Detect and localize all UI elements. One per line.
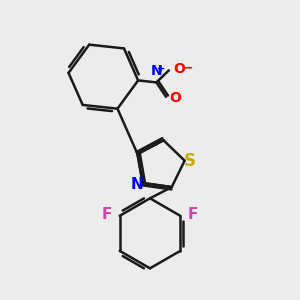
Text: F: F — [102, 207, 112, 222]
Text: F: F — [188, 207, 198, 222]
Text: N: N — [130, 177, 143, 192]
Text: O: O — [173, 62, 185, 76]
Text: N: N — [151, 64, 162, 78]
Text: +: + — [157, 64, 165, 74]
Text: O: O — [169, 92, 181, 105]
Text: S: S — [184, 152, 196, 170]
Text: −: − — [183, 61, 194, 74]
